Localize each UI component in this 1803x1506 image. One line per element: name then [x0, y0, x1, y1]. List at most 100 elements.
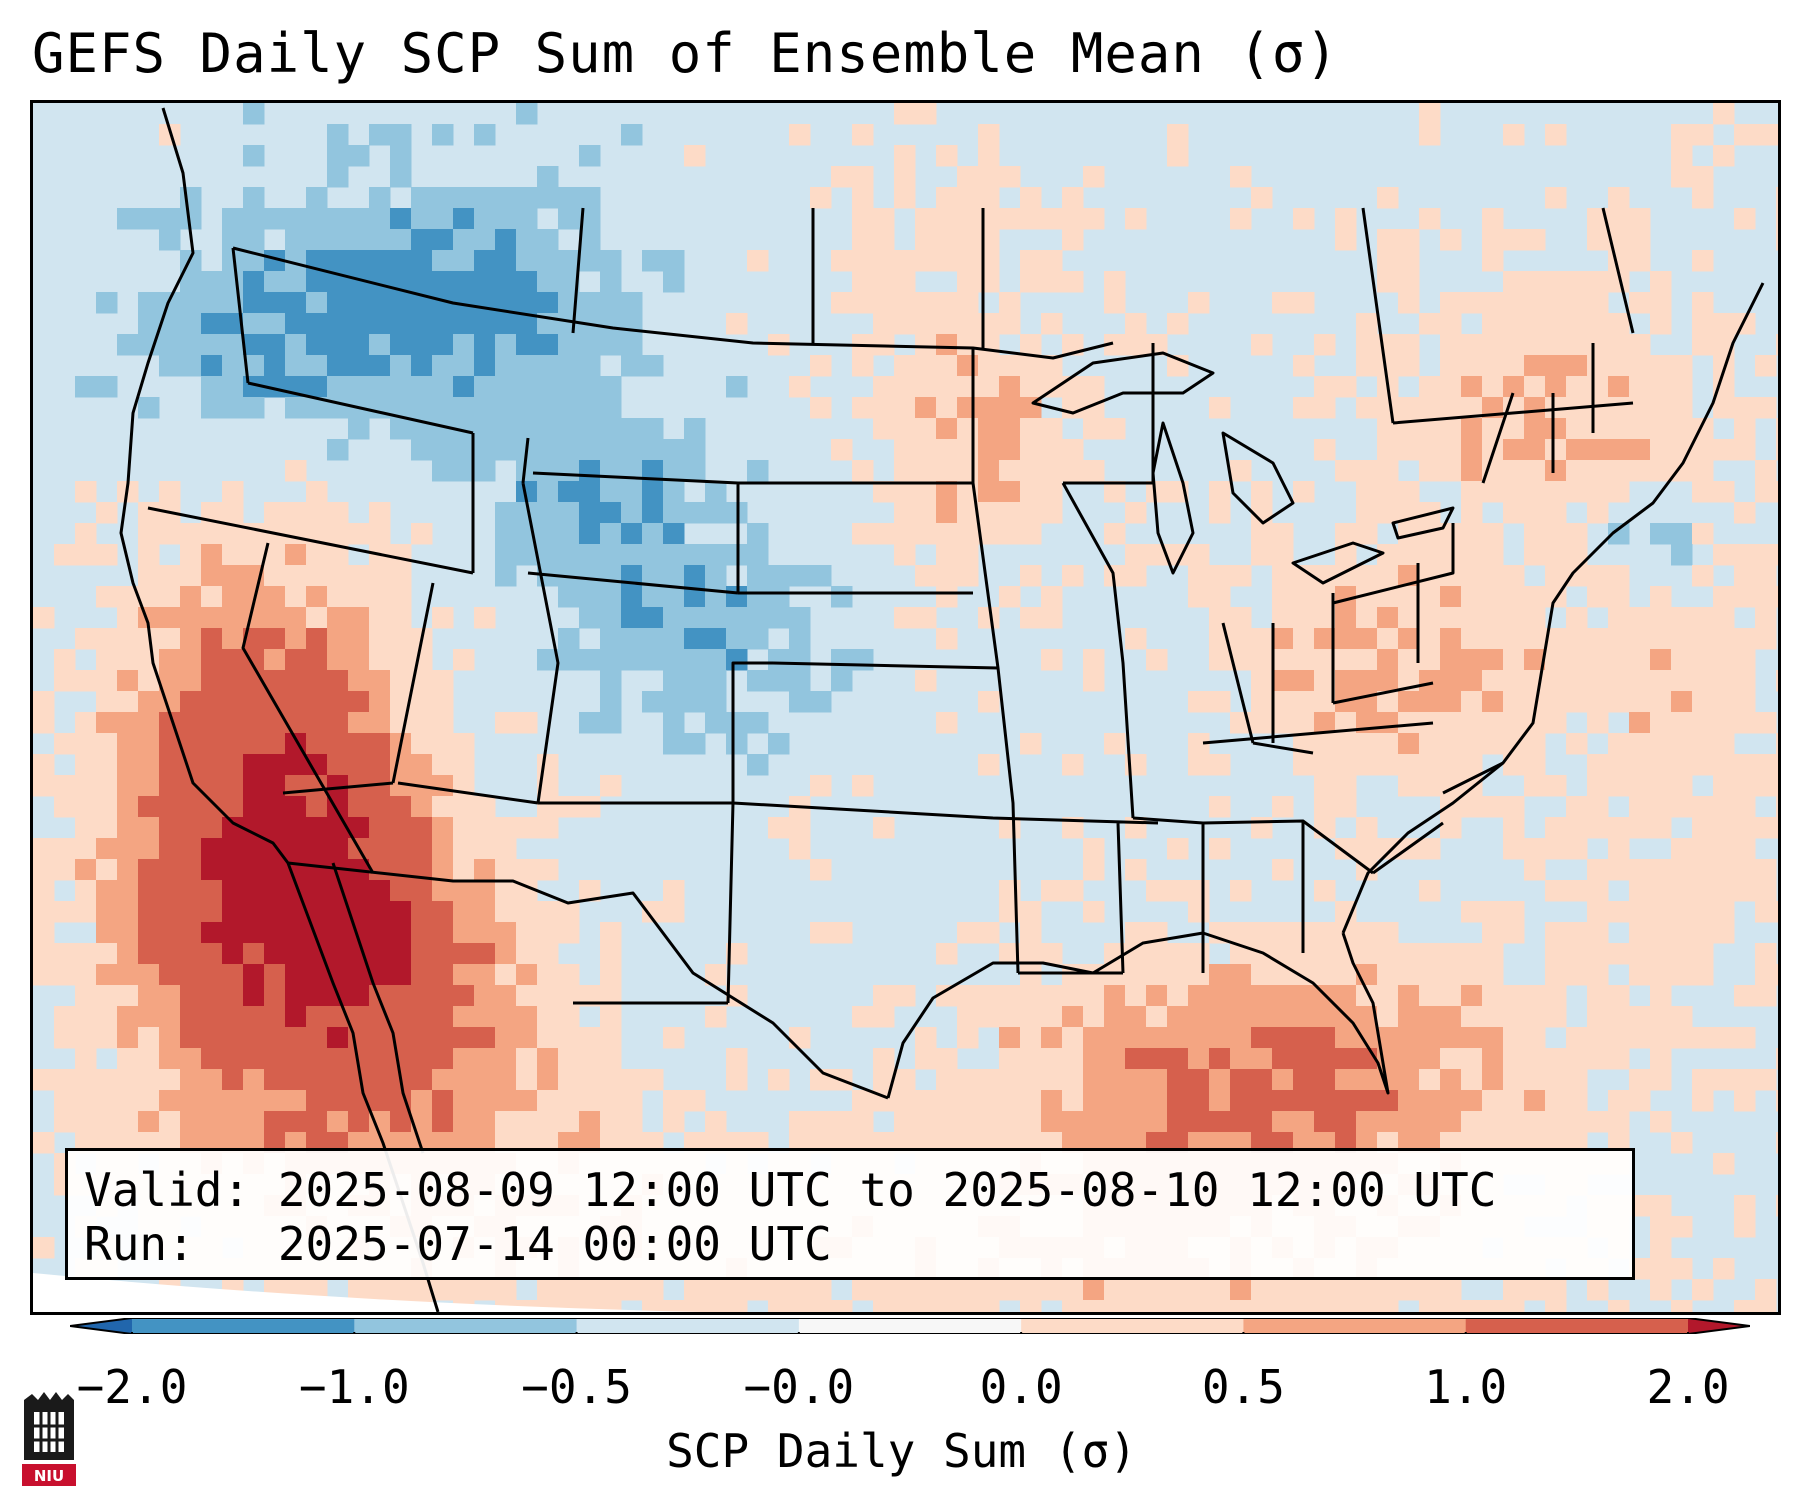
- heatmap-cell: [264, 1069, 286, 1091]
- heatmap-cell: [138, 313, 160, 335]
- heatmap-cell: [558, 586, 580, 608]
- heatmap-cell: [1461, 712, 1483, 734]
- heatmap-cell: [1377, 397, 1399, 419]
- heatmap-cell: [915, 460, 937, 482]
- heatmap-cell: [978, 166, 1000, 188]
- heatmap-cell: [390, 250, 412, 272]
- heatmap-cell: [1587, 418, 1609, 440]
- heatmap-cell: [1335, 985, 1357, 1007]
- heatmap-cell: [1650, 460, 1672, 482]
- heatmap-cell: [600, 922, 622, 944]
- heatmap-cell: [558, 1279, 580, 1301]
- heatmap-cell: [957, 229, 979, 251]
- heatmap-cell: [1608, 208, 1630, 230]
- heatmap-cell: [600, 418, 622, 440]
- heatmap-cell: [1503, 292, 1525, 314]
- heatmap-cell: [579, 880, 601, 902]
- heatmap-cell: [621, 1111, 643, 1133]
- heatmap-cell: [936, 397, 958, 419]
- heatmap-cell: [33, 1132, 55, 1154]
- pacific-coastline: [119, 107, 440, 1312]
- heatmap-cell: [1608, 943, 1630, 965]
- heatmap-cell: [306, 1069, 328, 1091]
- heatmap-cell: [1104, 292, 1126, 314]
- heatmap-cell: [1335, 607, 1357, 629]
- heatmap-cell: [1020, 943, 1042, 965]
- heatmap-cell: [285, 796, 307, 818]
- heatmap-cell: [642, 901, 664, 923]
- heatmap-cell: [1440, 376, 1462, 398]
- heatmap-cell: [411, 250, 433, 272]
- heatmap-cell: [1356, 1069, 1378, 1091]
- heatmap-cell: [1314, 754, 1336, 776]
- heatmap-cell: [1692, 817, 1714, 839]
- heatmap-cell: [285, 523, 307, 545]
- heatmap-cell: [1566, 523, 1588, 545]
- heatmap-cell: [327, 586, 349, 608]
- heatmap-cell: [1650, 355, 1672, 377]
- heatmap-cell: [1419, 838, 1441, 860]
- heatmap-cell: [1629, 250, 1651, 272]
- heatmap-cell: [201, 901, 223, 923]
- heatmap-cell: [915, 292, 937, 314]
- heatmap-cell: [390, 145, 412, 167]
- heatmap-cell: [285, 460, 307, 482]
- heatmap-cell: [1566, 376, 1588, 398]
- heatmap-cell: [558, 439, 580, 461]
- heatmap-cell: [642, 523, 664, 545]
- heatmap-cell: [789, 691, 811, 713]
- heatmap-cell: [1482, 922, 1504, 944]
- heatmap-cell: [600, 1111, 622, 1133]
- heatmap-cell: [705, 502, 727, 524]
- heatmap-cell: [1398, 586, 1420, 608]
- heatmap-cell: [1650, 628, 1672, 650]
- heatmap-cell: [285, 670, 307, 692]
- heatmap-cell: [936, 523, 958, 545]
- heatmap-cell: [390, 817, 412, 839]
- heatmap-cell: [327, 628, 349, 650]
- heatmap-cell: [978, 376, 1000, 398]
- heatmap-cell: [1671, 670, 1693, 692]
- heatmap-cell: [411, 901, 433, 923]
- heatmap-cell: [726, 712, 748, 734]
- heatmap-cell: [264, 628, 286, 650]
- heatmap-cell: [348, 586, 370, 608]
- heatmap-cell: [495, 859, 517, 881]
- heatmap-cell: [1377, 922, 1399, 944]
- heatmap-cell: [1146, 334, 1168, 356]
- heatmap-cell: [432, 670, 454, 692]
- heatmap-cell: [327, 334, 349, 356]
- heatmap-cell: [1356, 1027, 1378, 1049]
- heatmap-cell: [33, 607, 55, 629]
- heatmap-cell: [1524, 649, 1546, 671]
- heatmap-cell: [1503, 565, 1525, 587]
- heatmap-cell: [33, 901, 55, 923]
- heatmap-cell: [1734, 1300, 1756, 1312]
- heatmap-cell: [201, 964, 223, 986]
- heatmap-cell: [1209, 691, 1231, 713]
- heatmap-cell: [495, 901, 517, 923]
- heatmap-cell: [180, 733, 202, 755]
- heatmap-cell: [159, 1006, 181, 1028]
- heatmap-cell: [663, 712, 685, 734]
- heatmap-cell: [1398, 1090, 1420, 1112]
- colorbar-segment: [354, 1318, 578, 1334]
- heatmap-cell: [222, 1048, 244, 1070]
- heatmap-cell: [1671, 691, 1693, 713]
- heatmap-cell: [1104, 1027, 1126, 1049]
- heatmap-cell: [453, 187, 475, 209]
- heatmap-cell: [1629, 460, 1651, 482]
- heatmap-cell: [159, 523, 181, 545]
- heatmap-cell: [1692, 250, 1714, 272]
- heatmap-cell: [1419, 1279, 1441, 1301]
- heatmap-cell: [978, 1006, 1000, 1028]
- heatmap-cell: [264, 607, 286, 629]
- heatmap-cell: [495, 208, 517, 230]
- heatmap-cell: [201, 565, 223, 587]
- heatmap-cell: [180, 838, 202, 860]
- heatmap-cell: [474, 1069, 496, 1091]
- heatmap-cell: [936, 628, 958, 650]
- heatmap-cell: [54, 733, 76, 755]
- heatmap-cell: [1650, 1069, 1672, 1091]
- heatmap-cell: [537, 1111, 559, 1133]
